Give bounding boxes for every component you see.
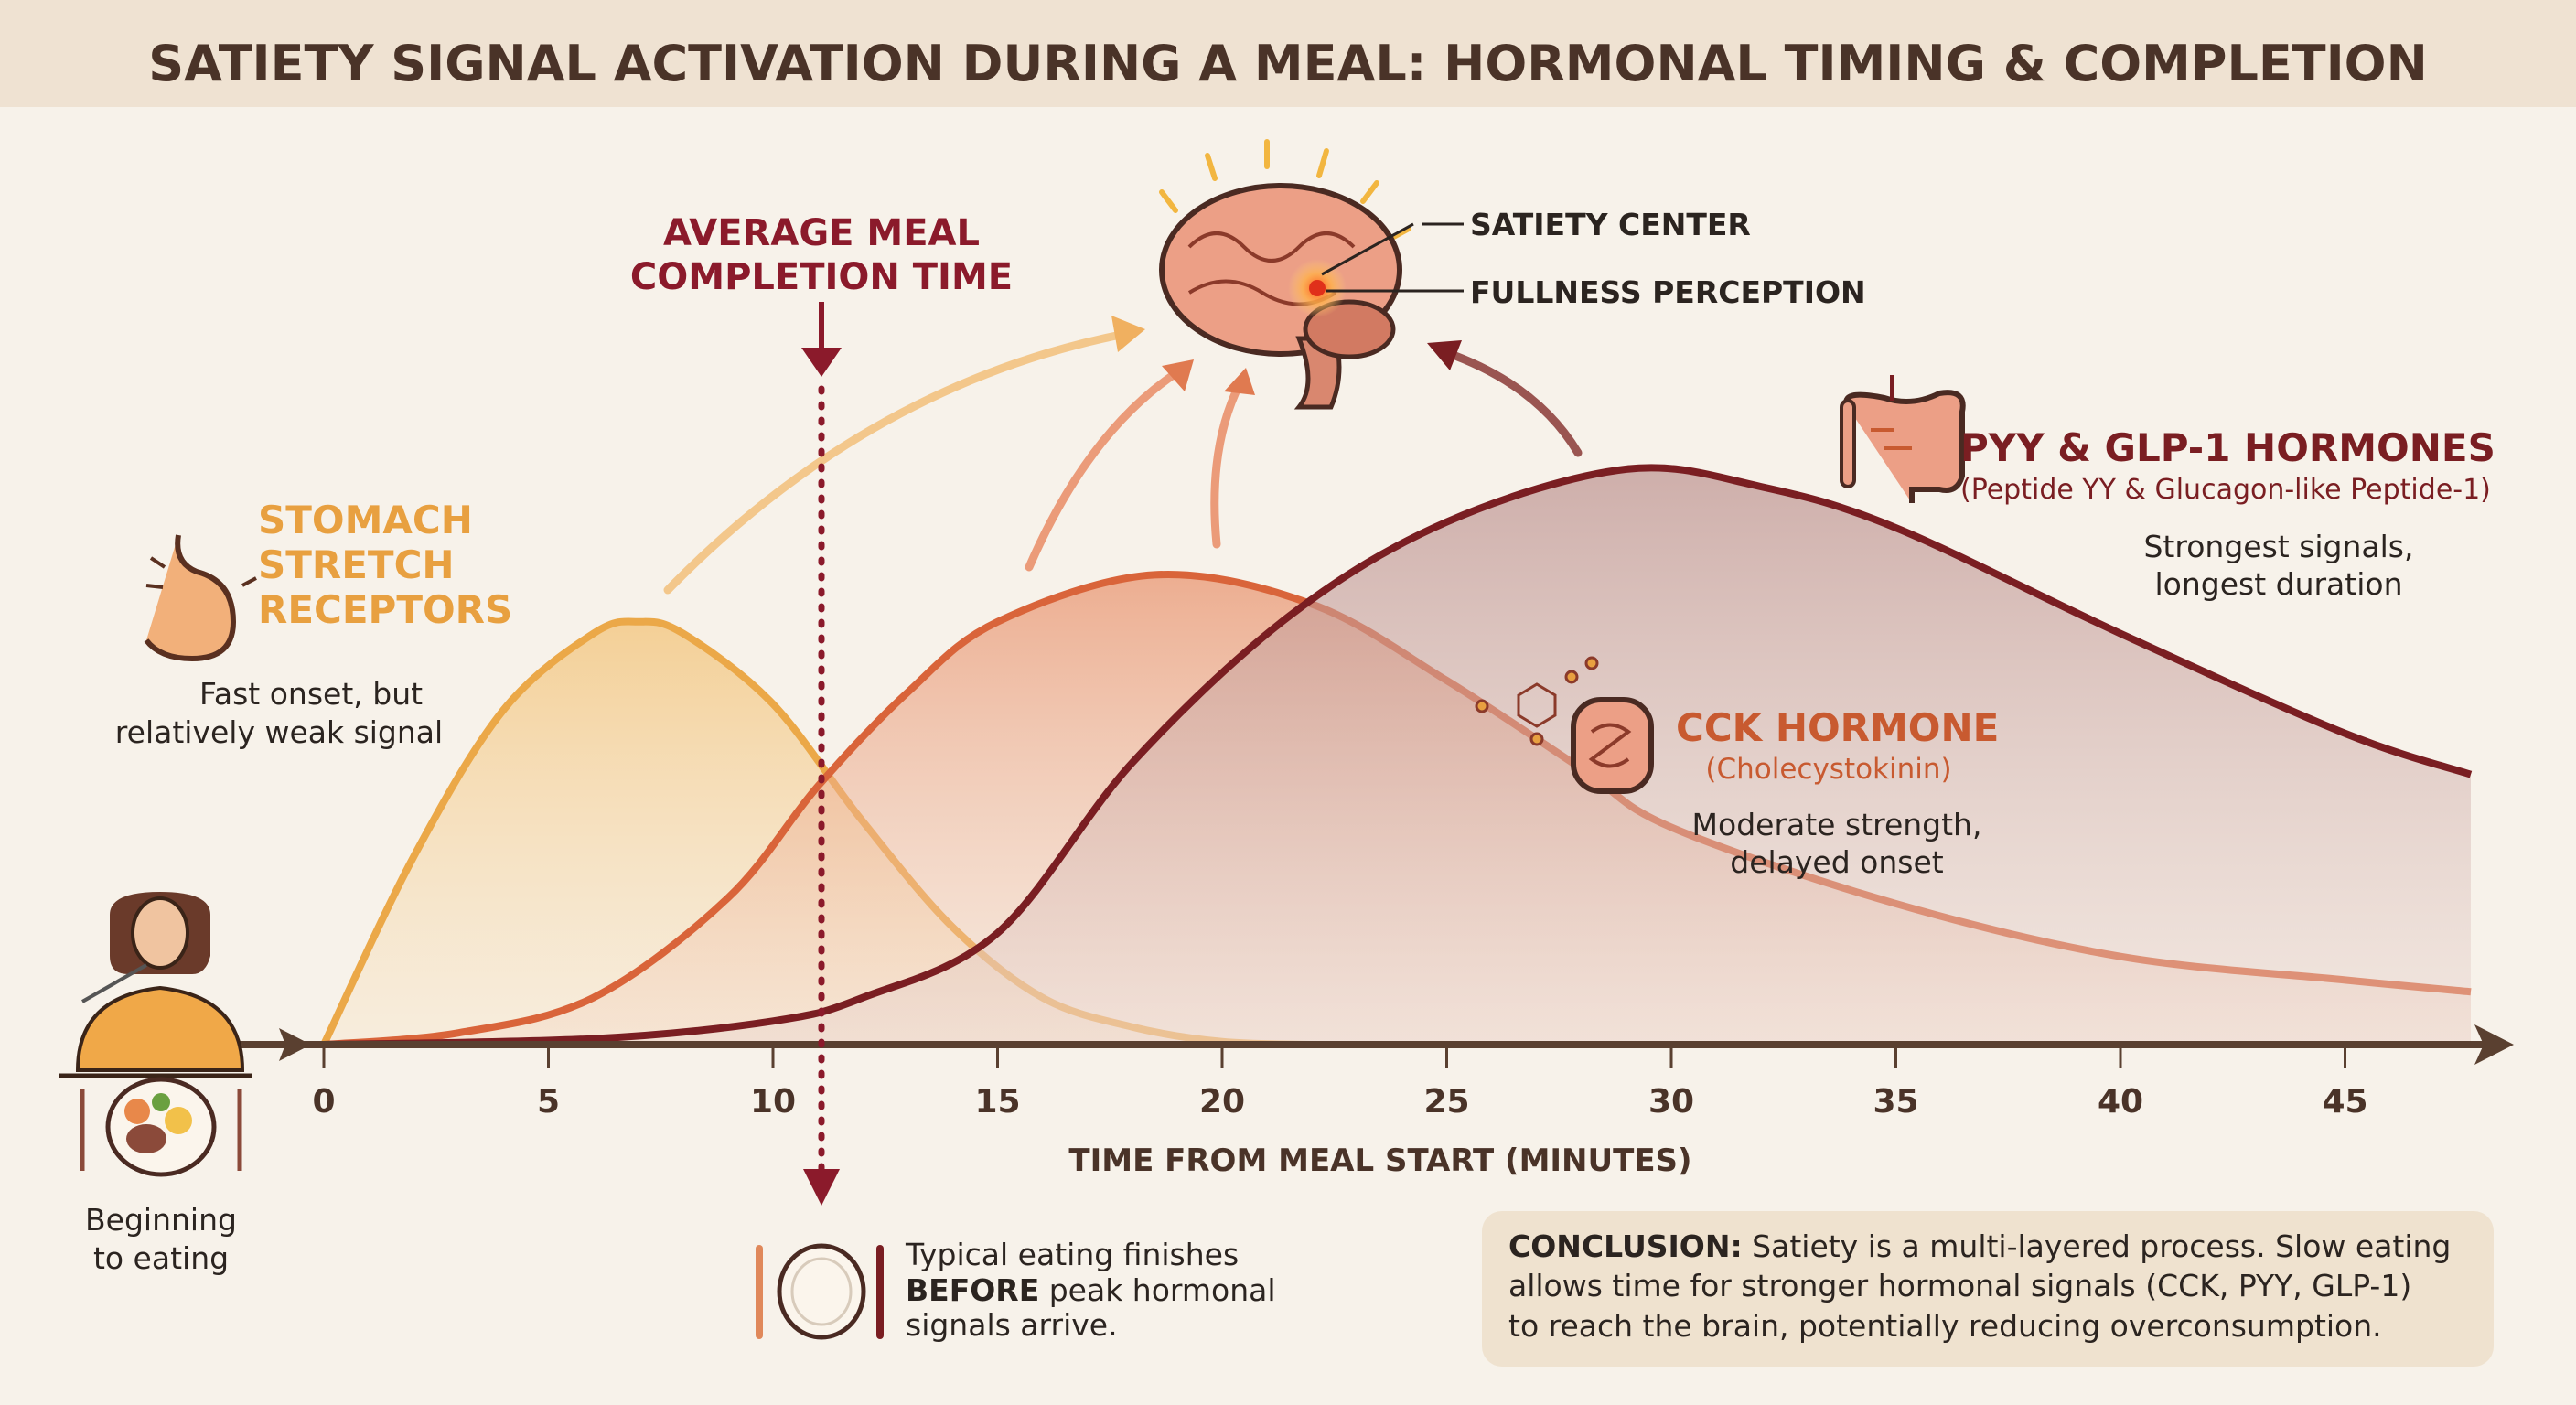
brain-icon [1159,139,1411,410]
svg-text:RECEPTORS: RECEPTORS [258,587,512,632]
brain-label-fullness: FULLNESS PERCEPTION [1470,274,1866,310]
x-tick-label: 10 [750,1083,796,1121]
cck-desc-1: Moderate strength, [1692,807,1982,842]
person-eating-icon [59,892,252,1078]
conclusion-box [1482,1211,2494,1367]
x-tick-label: 30 [1648,1083,1694,1121]
marker-label-line2: COMPLETION TIME [630,256,1013,298]
x-axis-title: TIME FROM MEAL START (MINUTES) [1068,1142,1691,1179]
cck-desc-2: delayed onset [1730,844,1944,880]
x-tick-label: 15 [974,1083,1020,1121]
pyy-title: PYY & GLP-1 HORMONES [1960,425,2496,470]
empty-plate-icon [756,1243,884,1340]
finish-note-line1: Typical eating finishes [905,1237,1239,1272]
chart-title: SATIETY SIGNAL ACTIVATION DURING A MEAL:… [148,35,2428,92]
meal-completion-marker: AVERAGE MEAL COMPLETION TIME [630,212,1013,1206]
x-tick-label: 20 [1199,1083,1245,1121]
molecule-icon [1475,656,1599,746]
stomach-title: STOMACH STRETCH RECEPTORS [258,498,512,632]
cck-title: CCK HORMONE [1676,705,1999,750]
down-arrow-icon [801,348,842,377]
axis-arrow-icon [2474,1024,2514,1065]
x-tick-label: 25 [1423,1083,1469,1121]
pyy-desc-1: Strongest signals, [2143,529,2413,564]
x-tick-label: 45 [2322,1083,2367,1121]
finish-note-line2: BEFORE peak hormonal [906,1272,1276,1308]
start-label-2: to eating [93,1240,229,1276]
axis-start-arrow-icon [279,1028,311,1061]
intestine-icon-cck [1571,697,1654,794]
stomach-icon [144,534,257,662]
pyy-subtitle: (Peptide YY & Glucagon-like Peptide-1) [1960,474,2491,506]
series-areas [320,464,2473,1048]
arrowheads [1111,316,1462,395]
x-tick-label: 5 [537,1083,560,1121]
down-arrow-icon [803,1169,840,1206]
cck-signal-arrow-1 [1025,366,1185,572]
conclusion-line1: CONCLUSION: Satiety is a multi-layered p… [1508,1228,2451,1264]
x-axis: 0 5 10 15 20 25 30 35 40 45 [240,1024,2514,1121]
pyy-curve [323,464,2473,1048]
intestine-icon-pyy [1840,375,1966,503]
cck-subtitle: (Cholecystokinin) [1705,753,1951,786]
x-tick-label: 40 [2098,1083,2143,1121]
pyy-area [324,467,2471,1046]
start-label-1: Beginning [85,1202,237,1238]
signal-arrows [663,329,1583,595]
conclusion-line3: to reach the brain, potentially reducing… [1508,1308,2382,1344]
brain-label-satiety-center: SATIETY CENTER [1470,207,1751,242]
marker-label-line1: AVERAGE MEAL [663,212,980,254]
cck-signal-arrow-2 [1210,380,1244,549]
stomach-desc-1: Fast onset, but [199,676,423,712]
title-band [0,0,2576,107]
finish-note-line3: signals arrive. [906,1307,1118,1343]
svg-text:STOMACH: STOMACH [258,498,473,542]
stomach-signal-arrow [663,329,1130,595]
stomach-desc-2: relatively weak signal [115,714,443,750]
plate-icon [80,1077,242,1177]
conclusion-line2: allows time for stronger hormonal signal… [1508,1268,2411,1303]
pyy-signal-arrow [1441,348,1583,457]
x-tick-label: 35 [1873,1083,1918,1121]
x-tick-label: 0 [312,1083,335,1121]
pyy-desc-2: longest duration [2154,566,2402,602]
svg-text:STRETCH: STRETCH [258,542,455,587]
